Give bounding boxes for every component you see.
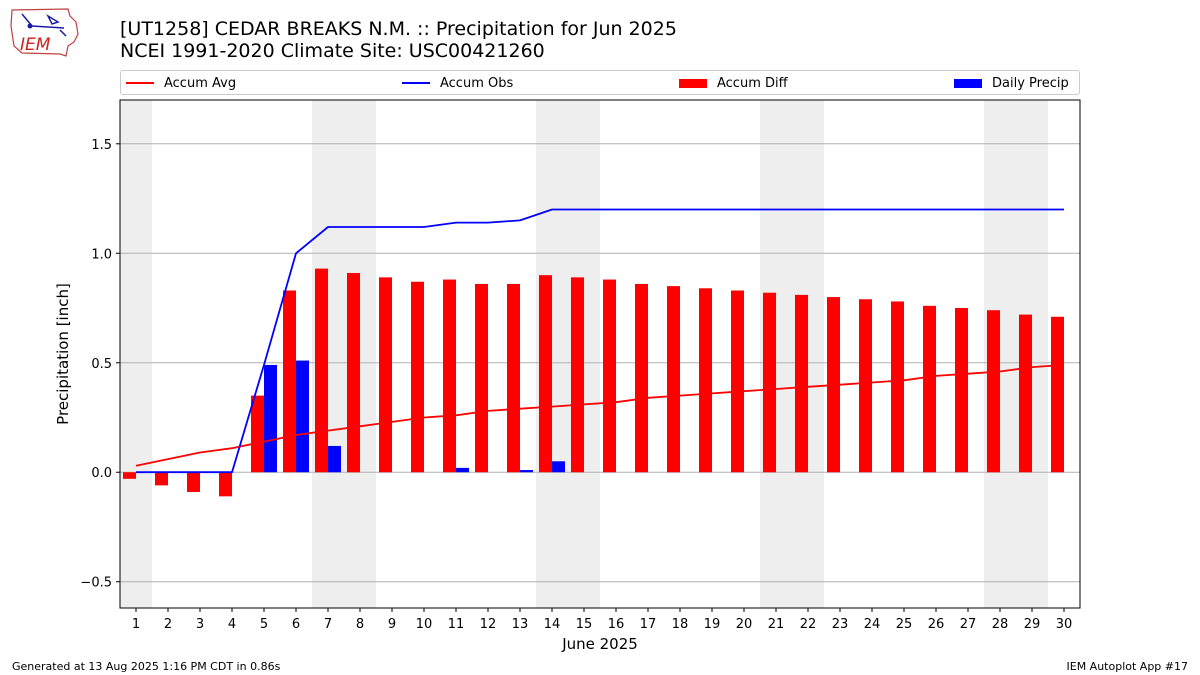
accum-diff-bar [187,472,200,492]
accum-diff-bar [699,288,712,473]
daily-precip-bar [520,470,533,473]
x-tick-label: 10 [416,617,433,632]
x-tick-label: 20 [736,617,753,632]
accum-diff-bar [155,472,168,486]
accum-diff-bar [347,272,360,473]
legend-swatch-accum-obs [402,82,430,84]
accum-diff-bar [955,308,968,473]
accum-diff-bar [987,310,1000,473]
legend-item-accum-obs: Accum Obs [402,74,513,92]
x-tick-label: 22 [800,617,817,632]
x-tick-label: 2 [164,617,172,632]
x-tick-label: 23 [832,617,849,632]
accum-diff-bar [571,277,584,473]
y-tick-label: 1.0 [91,247,112,262]
daily-precip-bar [296,360,309,473]
footer-app: IEM Autoplot App #17 [1066,660,1189,673]
x-tick-label: 15 [576,617,593,632]
accum-diff-bar [411,281,424,473]
chart-legend: Accum Avg Accum Obs Accum Diff Daily Pre… [120,70,1080,95]
iem-logo: IEM [10,8,79,57]
accum-diff-bar [603,279,616,473]
x-axis-label: June 2025 [561,635,638,653]
x-tick-label: 5 [260,617,268,632]
accum-diff-bar [251,395,264,473]
accum-diff-bar [635,283,648,473]
accum-diff-bar [859,299,872,473]
daily-precip-bar [264,364,277,473]
legend-swatch-accum-avg [126,82,154,84]
accum-diff-bar [1019,314,1032,473]
accum-diff-bar [731,290,744,473]
daily-precip-bar [456,467,469,473]
x-tick-label: 21 [768,617,785,632]
accum-diff-bar [507,283,520,473]
legend-swatch-accum-diff [679,78,707,88]
x-tick-label: 6 [292,617,300,632]
x-tick-label: 16 [608,617,625,632]
x-tick-label: 24 [864,617,881,632]
legend-label-daily-precip: Daily Precip [992,75,1069,91]
x-tick-label: 17 [640,617,657,632]
x-tick-label: 4 [228,617,236,632]
accum-diff-bar [123,472,136,479]
accum-diff-bar [763,292,776,473]
legend-item-accum-avg: Accum Avg [126,74,236,92]
y-tick-label: 0.0 [91,466,112,481]
y-tick-label: −0.5 [80,576,112,591]
chart-title: [UT1258] CEDAR BREAKS N.M. :: Precipitat… [120,18,677,40]
accum-diff-bar [539,275,552,473]
x-tick-label: 18 [672,617,689,632]
plot-frame [119,99,1081,609]
x-tick-label: 19 [704,617,721,632]
x-tick-label: 14 [544,617,561,632]
accum-avg-line [135,364,1065,467]
y-tick-label: 1.5 [91,138,112,153]
x-tick-label: 1 [132,617,140,632]
accum-diff-bar [475,283,488,473]
footer-generated: Generated at 13 Aug 2025 1:16 PM CDT in … [12,660,281,673]
daily-precip-bar [552,461,565,473]
x-tick-label: 27 [960,617,977,632]
x-tick-label: 8 [356,617,364,632]
accum-diff-bar [379,277,392,473]
x-tick-label: 13 [512,617,529,632]
legend-swatch-daily-precip [954,78,982,88]
accum-diff-bar [443,279,456,473]
x-tick-label: 7 [324,617,332,632]
legend-label-accum-diff: Accum Diff [717,75,788,91]
legend-label-accum-avg: Accum Avg [164,75,237,91]
x-tick-label: 30 [1056,617,1073,632]
accum-diff-bar [283,290,296,473]
legend-item-accum-diff: Accum Diff [679,74,788,92]
accum-obs-line [136,208,1064,474]
y-axis-label: Precipitation [inch] [54,283,72,425]
x-tick-label: 25 [896,617,913,632]
x-tick-label: 9 [388,617,396,632]
x-tick-label: 29 [1024,617,1041,632]
accum-diff-bar [795,294,808,473]
legend-item-daily-precip: Daily Precip [954,74,1069,92]
accum-diff-bar [219,472,232,497]
x-tick-label: 3 [196,617,204,632]
legend-label-accum-obs: Accum Obs [440,75,514,91]
logo-text: IEM [20,35,51,55]
x-tick-label: 26 [928,617,945,632]
y-tick-label: 0.5 [91,357,112,372]
accum-diff-bar [1051,316,1064,473]
accum-diff-bar [891,301,904,473]
x-tick-label: 12 [480,617,497,632]
weekend-shade [120,100,152,608]
x-tick-label: 28 [992,617,1009,632]
accum-diff-bar [667,286,680,473]
daily-precip-bar [328,445,341,473]
accum-diff-bar [315,268,328,473]
chart-subtitle: NCEI 1991-2020 Climate Site: USC00421260 [120,40,545,62]
accum-diff-bar [923,305,936,473]
x-tick-label: 11 [448,617,465,632]
